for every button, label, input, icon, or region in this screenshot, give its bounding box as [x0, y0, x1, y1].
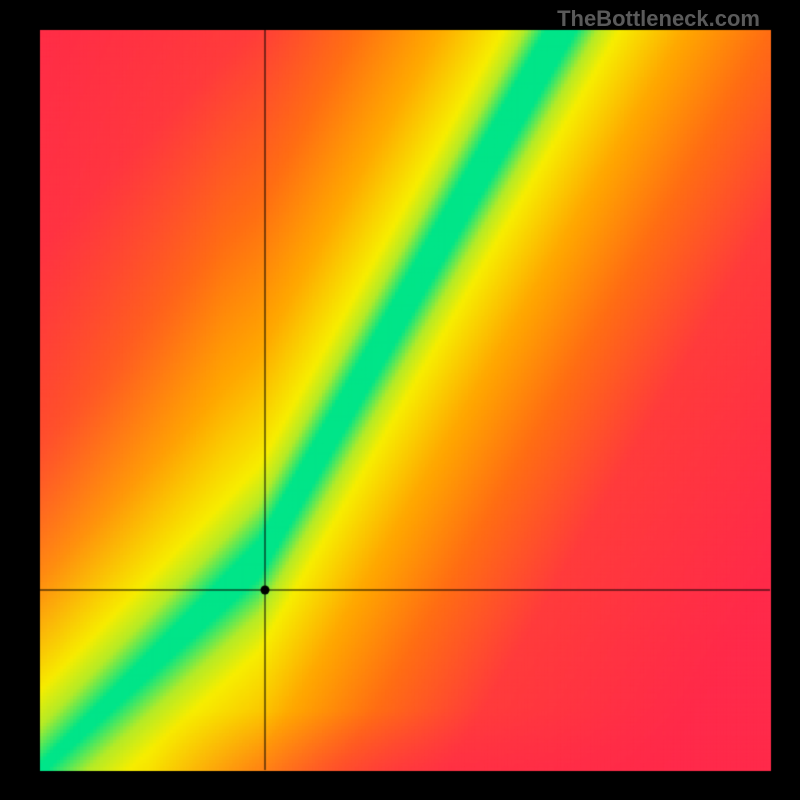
chart-container: TheBottleneck.com	[0, 0, 800, 800]
watermark-text: TheBottleneck.com	[557, 6, 760, 32]
bottleneck-heatmap	[0, 0, 800, 800]
